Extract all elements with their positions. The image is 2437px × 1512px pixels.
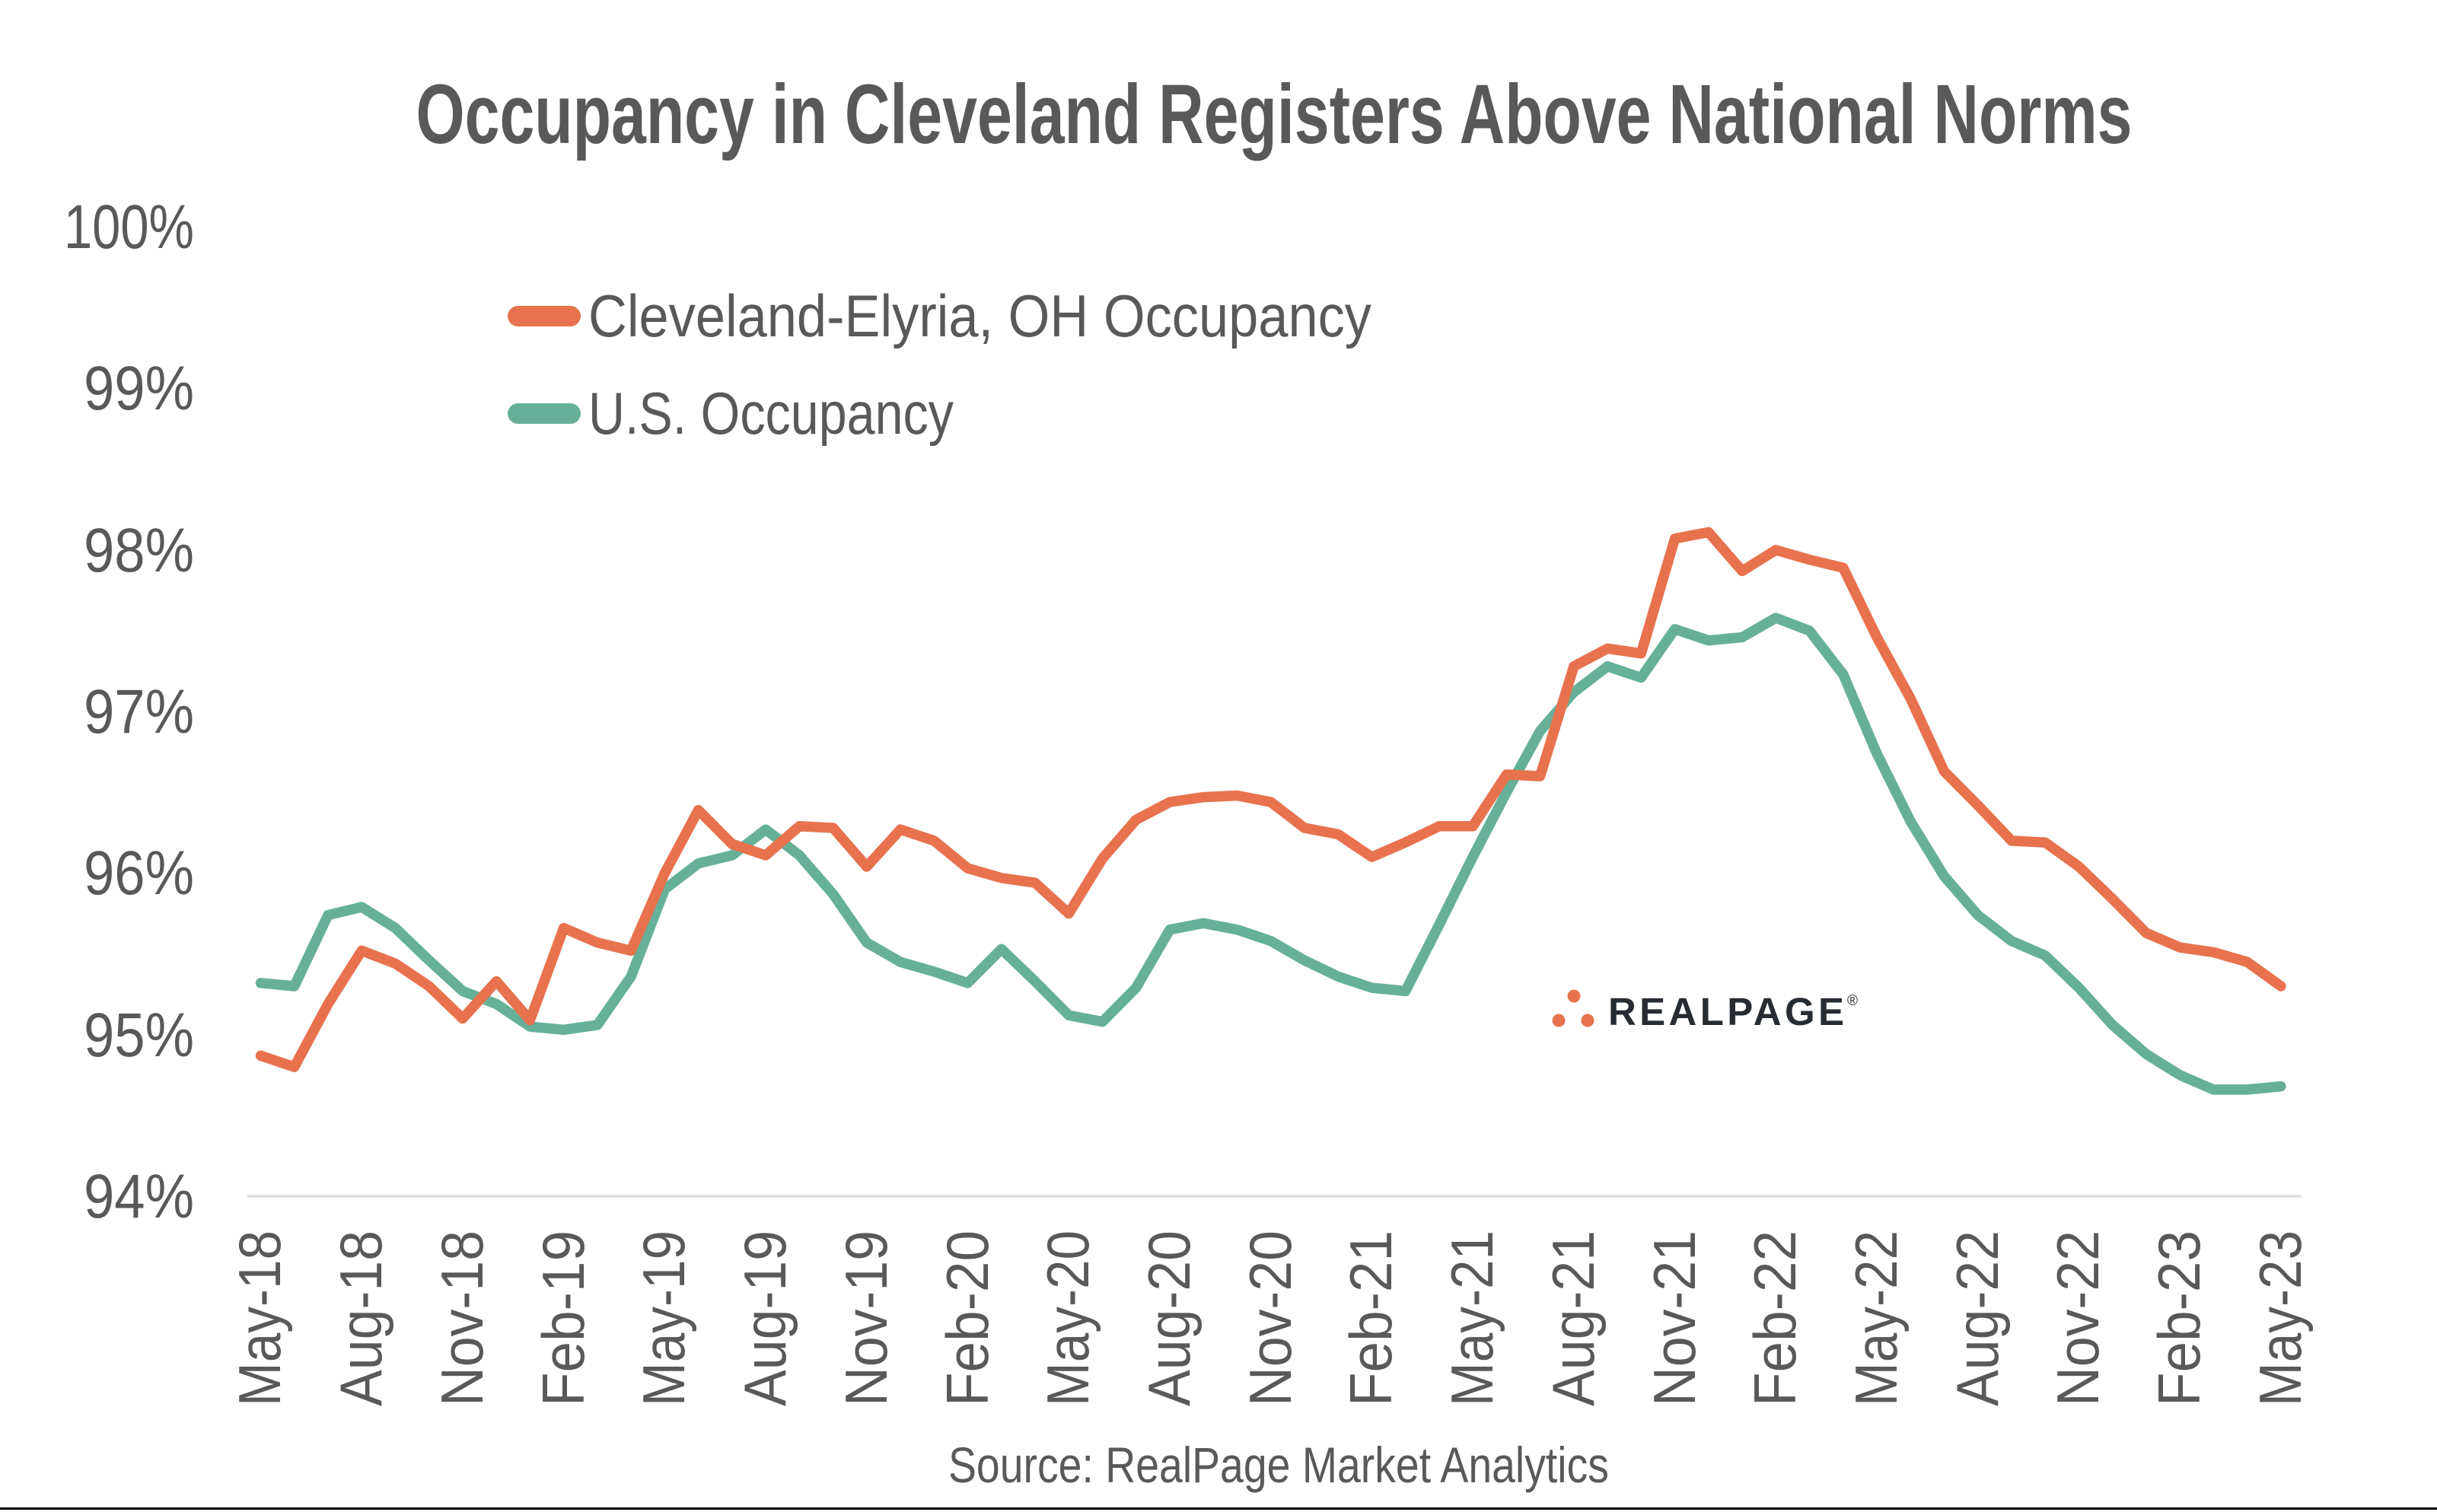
svg-text:May-21: May-21 xyxy=(1438,1230,1505,1406)
svg-text:Nov-19: Nov-19 xyxy=(833,1230,900,1406)
svg-text:May-22: May-22 xyxy=(1843,1230,1910,1406)
svg-text:Aug-21: Aug-21 xyxy=(1540,1230,1607,1406)
svg-text:95%: 95% xyxy=(84,1001,194,1070)
svg-text:Nov-18: Nov-18 xyxy=(428,1230,495,1406)
svg-text:May-20: May-20 xyxy=(1034,1230,1101,1406)
svg-text:Feb-22: Feb-22 xyxy=(1741,1230,1808,1406)
svg-text:Feb-19: Feb-19 xyxy=(530,1230,597,1406)
svg-text:Aug-18: Aug-18 xyxy=(327,1230,394,1406)
svg-text:Feb-21: Feb-21 xyxy=(1337,1230,1404,1406)
svg-text:Nov-20: Nov-20 xyxy=(1237,1230,1304,1406)
svg-text:94%: 94% xyxy=(84,1162,194,1231)
svg-text:Source: RealPage Market Analyt: Source: RealPage Market Analytics xyxy=(948,1437,1609,1493)
svg-text:96%: 96% xyxy=(84,839,194,908)
svg-text:Nov-22: Nov-22 xyxy=(2044,1230,2111,1406)
svg-text:Aug-19: Aug-19 xyxy=(731,1230,798,1406)
svg-text:97%: 97% xyxy=(84,677,194,746)
svg-text:Nov-21: Nov-21 xyxy=(1641,1230,1708,1406)
svg-text:U.S. Occupancy: U.S. Occupancy xyxy=(588,380,954,447)
svg-text:May-18: May-18 xyxy=(226,1230,293,1406)
svg-text:®: ® xyxy=(1847,993,1858,1009)
svg-text:Cleveland-Elyria, OH Occupancy: Cleveland-Elyria, OH Occupancy xyxy=(588,282,1371,349)
svg-text:May-23: May-23 xyxy=(2247,1230,2314,1406)
svg-text:Aug-22: Aug-22 xyxy=(1944,1230,2011,1406)
svg-text:May-19: May-19 xyxy=(630,1230,697,1406)
svg-text:100%: 100% xyxy=(64,193,194,262)
svg-text:Aug-20: Aug-20 xyxy=(1136,1230,1203,1406)
svg-text:99%: 99% xyxy=(84,354,194,423)
svg-text:98%: 98% xyxy=(84,516,194,585)
svg-text:Feb-23: Feb-23 xyxy=(2146,1230,2212,1406)
svg-text:Feb-20: Feb-20 xyxy=(934,1230,1001,1406)
svg-text:Occupancy in Cleveland Registe: Occupancy in Cleveland Registers Above N… xyxy=(416,68,2133,161)
